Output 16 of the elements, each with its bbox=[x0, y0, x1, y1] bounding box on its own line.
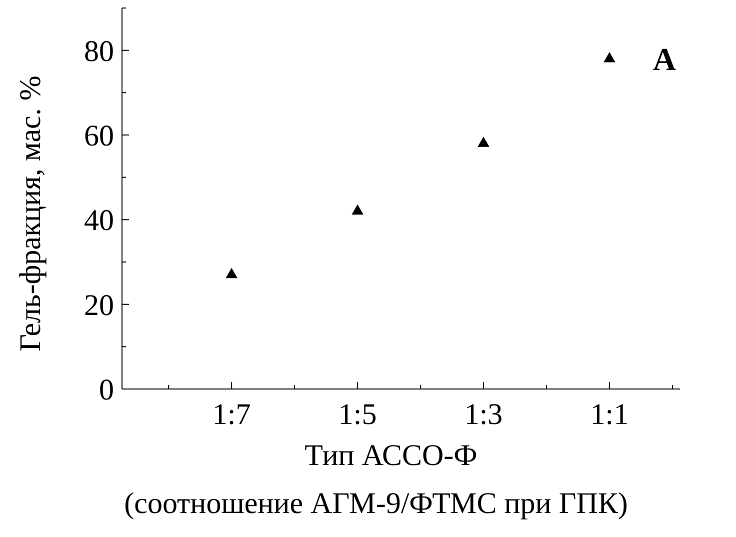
y-tick-label: 0 bbox=[99, 374, 114, 406]
point bbox=[604, 52, 616, 62]
annotation: A bbox=[652, 41, 676, 77]
x-tick-label: 1:1 bbox=[590, 398, 629, 431]
point bbox=[226, 268, 238, 278]
x-tick-label: 1:5 bbox=[338, 398, 377, 431]
x-tick-label: 1:3 bbox=[464, 398, 503, 431]
y-tick-label: 60 bbox=[84, 120, 114, 152]
x-tick-label: 1:7 bbox=[212, 398, 251, 431]
point bbox=[352, 204, 364, 215]
y-tick-label: 20 bbox=[84, 288, 114, 322]
y-axis-title: Гель-фракция, мас. % bbox=[14, 76, 47, 352]
y-tick-label: 40 bbox=[84, 204, 114, 238]
y-tick-label: 80 bbox=[84, 34, 114, 68]
x-axis-title: Тип АССО-Ф (соотношение АГМ-9/ФТМС при ГПК) bbox=[124, 439, 628, 520]
point bbox=[478, 136, 490, 147]
